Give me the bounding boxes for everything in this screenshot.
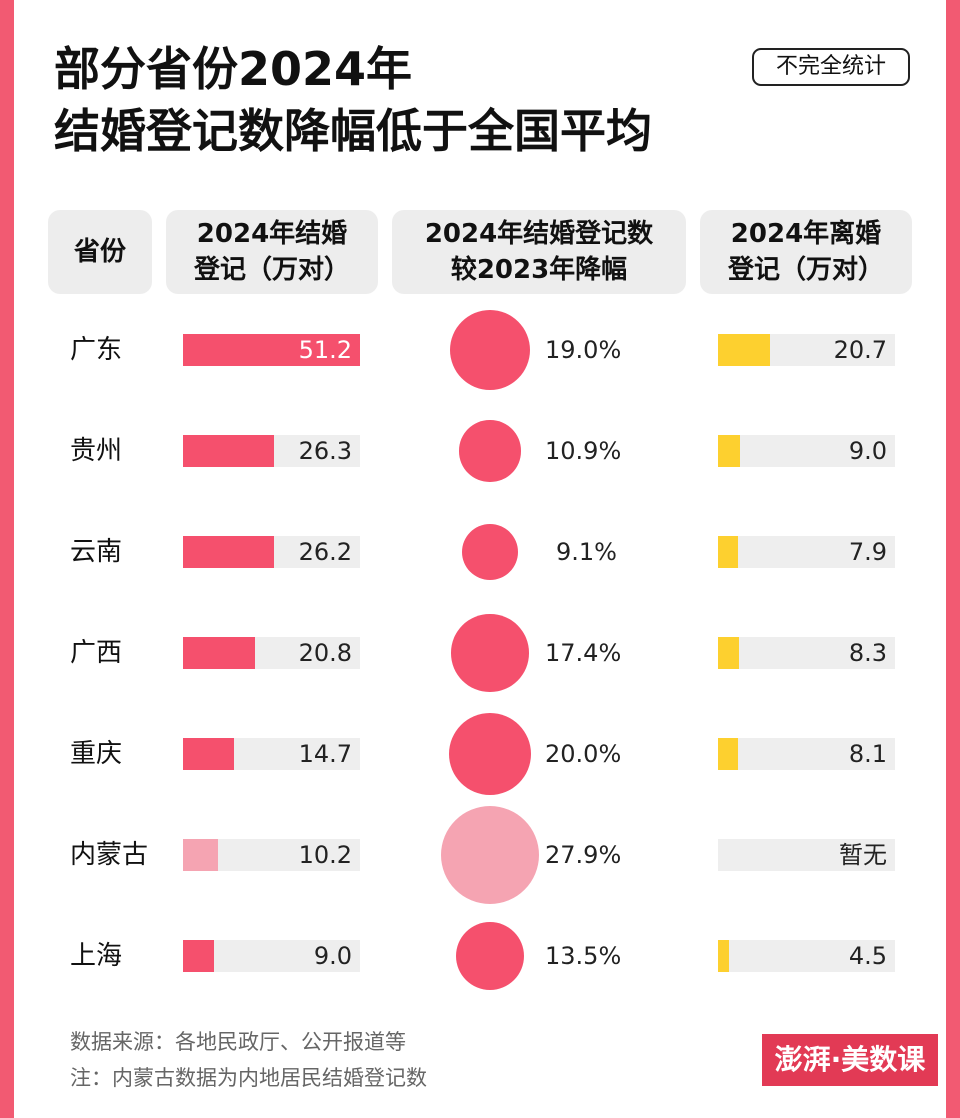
divorce-value-label: 8.1 <box>848 740 887 768</box>
footer-source: 数据来源：各地民政厅、公开报道等 <box>70 1030 406 1054</box>
divorce-bar <box>718 536 738 568</box>
header-marriage-line-1: 2024年结婚 <box>196 219 348 249</box>
table-row: 上海 9.0 13.5% 4.5 <box>14 906 946 1006</box>
infographic-card: 部分省份2024年 结婚登记数降幅低于全国平均 不完全统计 省份 2024年结婚… <box>14 0 946 1118</box>
decline-value-label: 13.5% <box>545 942 622 970</box>
thepaper-logo: 澎湃·美数课 <box>762 1034 938 1086</box>
marriage-bar <box>183 839 219 871</box>
decline-value-label: 19.0% <box>545 336 622 364</box>
divorce-value-label: 20.7 <box>833 336 887 364</box>
table-row: 内蒙古 10.2 27.9% 暂无 <box>14 805 946 905</box>
marriage-value-label: 26.2 <box>298 538 352 566</box>
decline-circle <box>441 806 539 904</box>
marriage-bar <box>183 536 274 568</box>
decline-circle <box>448 712 532 796</box>
table-row: 云南 26.2 9.1% 7.9 <box>14 502 946 602</box>
chart-title: 部分省份2024年 结婚登记数降幅低于全国平均 <box>54 38 652 162</box>
decline-value-label: 9.1% <box>556 538 617 566</box>
marriage-bar <box>183 738 234 770</box>
divorce-bar-track <box>718 637 895 669</box>
table-row: 广东 51.2 19.0% 20.7 <box>14 300 946 400</box>
decline-circle <box>455 921 525 991</box>
divorce-bar <box>718 738 739 770</box>
province-label: 贵州 <box>70 436 123 466</box>
decline-circle <box>449 309 531 391</box>
header-decline-line-2: 较2023年降幅 <box>450 255 628 285</box>
header-marriage-line-2: 登记（万对） <box>193 255 350 285</box>
marriage-value-label: 14.7 <box>298 740 352 768</box>
marriage-bar-track <box>183 839 360 871</box>
header-divorce-line-2: 登记（万对） <box>727 255 884 285</box>
header-marriage: 2024年结婚 登记（万对） <box>166 210 378 294</box>
decline-value-label: 20.0% <box>545 740 622 768</box>
marriage-bar-track <box>183 536 360 568</box>
divorce-bar <box>718 940 730 972</box>
marriage-bar-track <box>183 940 360 972</box>
province-label: 内蒙古 <box>70 840 149 870</box>
decline-value-label: 17.4% <box>545 639 622 667</box>
divorce-bar <box>718 334 770 366</box>
marriage-bar <box>183 435 274 467</box>
divorce-value-label: 8.3 <box>848 639 887 667</box>
divorce-bar-track <box>718 536 895 568</box>
table-row: 广西 20.8 17.4% 8.3 <box>14 603 946 703</box>
marriage-value-label: 20.8 <box>298 639 352 667</box>
divorce-value-label: 7.9 <box>848 538 887 566</box>
header-decline: 2024年结婚登记数 较2023年降幅 <box>392 210 686 294</box>
divorce-bar <box>718 637 739 669</box>
marriage-bar <box>183 637 255 669</box>
header-decline-line-1: 2024年结婚登记数 <box>424 219 654 249</box>
province-label: 广东 <box>70 335 123 365</box>
divorce-value-label: 4.5 <box>848 942 887 970</box>
marriage-value-label: 26.3 <box>298 437 352 465</box>
header-province-label: 省份 <box>73 237 126 267</box>
header-province: 省份 <box>48 210 152 294</box>
marriage-bar-track <box>183 738 360 770</box>
decline-value-label: 10.9% <box>545 437 622 465</box>
incomplete-stats-badge: 不完全统计 <box>752 48 910 86</box>
marriage-value-label: 9.0 <box>313 942 352 970</box>
marriage-value-label: 51.2 <box>298 336 352 364</box>
divorce-value-label: 暂无 <box>839 841 887 869</box>
province-label: 上海 <box>70 941 123 971</box>
divorce-bar-track <box>718 738 895 770</box>
divorce-bar <box>718 435 741 467</box>
marriage-value-label: 10.2 <box>298 841 352 869</box>
marriage-bar-track <box>183 334 360 366</box>
province-label: 重庆 <box>70 739 123 769</box>
footer-note: 注：内蒙古数据为内地居民结婚登记数 <box>70 1066 427 1090</box>
header-divorce: 2024年离婚 登记（万对） <box>700 210 912 294</box>
divorce-bar-track <box>718 334 895 366</box>
table-row: 贵州 26.3 10.9% 9.0 <box>14 401 946 501</box>
divorce-bar-track <box>718 940 895 972</box>
marriage-bar <box>183 940 215 972</box>
decline-value-label: 27.9% <box>545 841 622 869</box>
divorce-bar-track <box>718 839 895 871</box>
title-line-1: 部分省份2024年 <box>54 42 413 96</box>
decline-circle <box>451 614 529 692</box>
divorce-value-label: 9.0 <box>848 437 887 465</box>
header-divorce-line-1: 2024年离婚 <box>730 219 882 249</box>
marriage-bar-track <box>183 435 360 467</box>
marriage-bar-track <box>183 637 360 669</box>
province-label: 广西 <box>70 638 123 668</box>
title-line-2: 结婚登记数降幅低于全国平均 <box>54 104 652 158</box>
table-row: 重庆 14.7 20.0% 8.1 <box>14 704 946 804</box>
decline-circle <box>462 524 518 580</box>
province-label: 云南 <box>70 537 123 567</box>
divorce-bar-track <box>718 435 895 467</box>
marriage-bar <box>183 334 360 366</box>
decline-circle <box>459 420 521 482</box>
